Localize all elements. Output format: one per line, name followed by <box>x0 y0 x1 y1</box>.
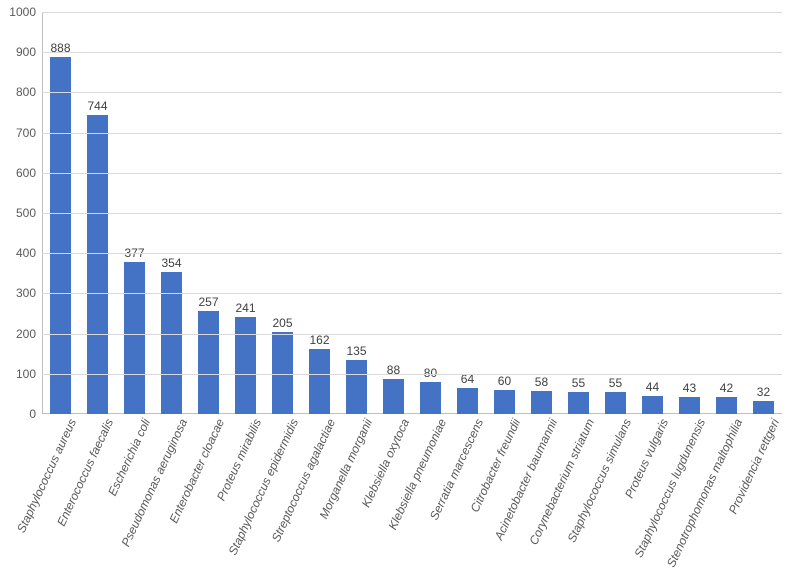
bar: 42 <box>716 397 737 414</box>
bar: 55 <box>568 392 589 414</box>
bar: 43 <box>679 397 700 414</box>
bar: 60 <box>494 390 515 414</box>
bar-value-label: 44 <box>646 380 659 394</box>
bar-value-label: 60 <box>498 374 511 388</box>
bar: 744 <box>87 115 108 414</box>
bar: 888 <box>50 57 71 414</box>
bar-value-label: 43 <box>683 381 696 395</box>
bar-value-label: 135 <box>346 344 366 358</box>
gridline <box>42 293 782 294</box>
ytick-label: 900 <box>16 45 42 59</box>
bar-value-label: 58 <box>535 375 548 389</box>
bar: 44 <box>642 396 663 414</box>
bar: 58 <box>531 391 552 414</box>
bar-value-label: 32 <box>757 385 770 399</box>
bar: 80 <box>420 382 441 414</box>
bar: 257 <box>198 311 219 414</box>
gridline <box>42 52 782 53</box>
bar: 205 <box>272 332 293 414</box>
bar: 32 <box>753 401 774 414</box>
bar: 55 <box>605 392 626 414</box>
gridline <box>42 92 782 93</box>
ytick-label: 300 <box>16 286 42 300</box>
gridline <box>42 173 782 174</box>
bar-value-label: 162 <box>309 333 329 347</box>
ytick-label: 100 <box>16 367 42 381</box>
bar-value-label: 241 <box>235 301 255 315</box>
bar: 135 <box>346 360 367 414</box>
bar-value-label: 55 <box>572 376 585 390</box>
bar-value-label: 42 <box>720 381 733 395</box>
ytick-label: 500 <box>16 206 42 220</box>
bar-value-label: 354 <box>161 256 181 270</box>
gridline <box>42 12 782 13</box>
gridline <box>42 374 782 375</box>
ytick-label: 1000 <box>9 5 42 19</box>
ytick-label: 400 <box>16 246 42 260</box>
ytick-label: 700 <box>16 126 42 140</box>
bar-value-label: 55 <box>609 376 622 390</box>
bar-value-label: 744 <box>87 99 107 113</box>
gridline <box>42 253 782 254</box>
ytick-label: 600 <box>16 166 42 180</box>
ytick-label: 800 <box>16 85 42 99</box>
plot-area: 888Staphylococcus aureus744Enterococcus … <box>42 12 782 414</box>
ytick-label: 0 <box>29 407 42 421</box>
bar: 88 <box>383 379 404 414</box>
gridline <box>42 334 782 335</box>
bar-value-label: 257 <box>198 295 218 309</box>
gridline <box>42 133 782 134</box>
bar: 241 <box>235 317 256 414</box>
bar: 162 <box>309 349 330 414</box>
bar: 377 <box>124 262 145 414</box>
gridline <box>42 213 782 214</box>
bar-chart: 888Staphylococcus aureus744Enterococcus … <box>0 0 791 581</box>
bar: 64 <box>457 388 478 414</box>
bar-value-label: 205 <box>272 316 292 330</box>
ytick-label: 200 <box>16 327 42 341</box>
